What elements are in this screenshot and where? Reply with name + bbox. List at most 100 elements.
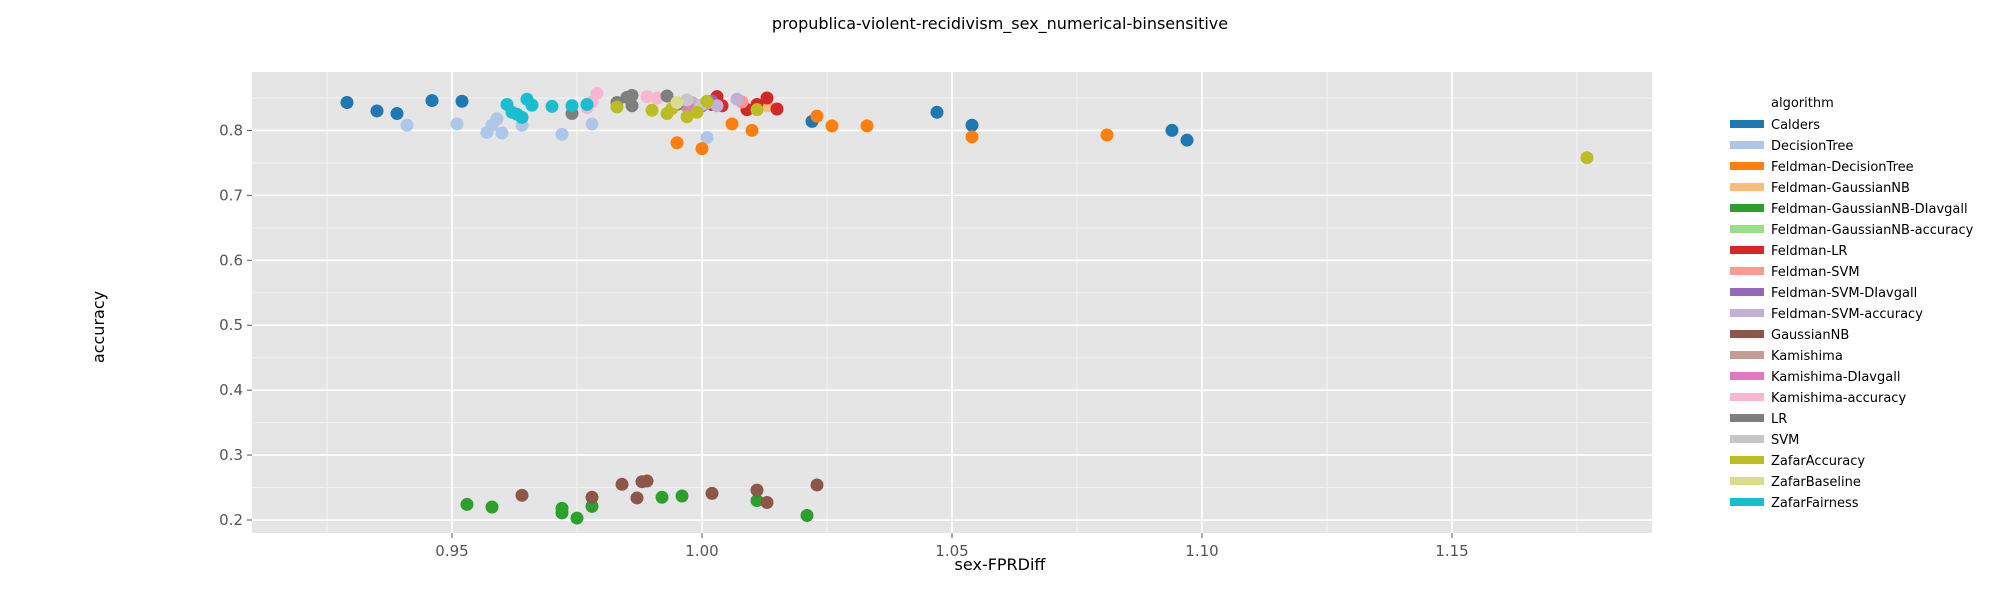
data-point xyxy=(730,92,744,106)
legend-item: Feldman-SVM-DIavgall xyxy=(1730,286,1917,301)
legend: algorithm Calders DecisionTree Feldman-Dec… xyxy=(1730,96,1974,511)
legend-label: GaussianNB xyxy=(1771,328,1849,343)
legend-label: SVM xyxy=(1771,433,1799,448)
series-group xyxy=(515,474,824,509)
legend-swatch xyxy=(1730,477,1764,485)
legend-swatch xyxy=(1730,330,1764,338)
data-point xyxy=(760,91,774,105)
data-point xyxy=(585,499,599,513)
y-tick-label: 0.6 xyxy=(219,251,243,269)
legend-swatch xyxy=(1730,372,1764,380)
legend-label: Feldman-DecisionTree xyxy=(1771,160,1914,175)
legend-label: Feldman-GaussianNB-accuracy xyxy=(1771,223,1974,238)
data-point xyxy=(565,99,579,113)
data-point xyxy=(625,88,639,102)
series-group xyxy=(340,94,1194,147)
series-group xyxy=(400,112,714,145)
data-point xyxy=(645,103,659,117)
data-point xyxy=(615,477,629,491)
data-point xyxy=(700,131,714,145)
legend-label: Feldman-GaussianNB xyxy=(1771,181,1910,196)
data-point xyxy=(390,107,404,121)
data-point xyxy=(450,117,464,131)
data-point xyxy=(750,483,764,497)
data-point xyxy=(555,506,569,520)
data-point xyxy=(680,93,694,107)
data-point xyxy=(455,94,469,108)
data-point xyxy=(705,486,719,500)
series-group xyxy=(460,489,814,525)
legend-swatch xyxy=(1730,120,1764,128)
data-point xyxy=(610,100,624,114)
legend-swatch xyxy=(1730,309,1764,317)
legend-item: Kamishima xyxy=(1730,349,1843,364)
y-tick-label: 0.7 xyxy=(219,186,243,204)
data-point xyxy=(1165,123,1179,137)
legend-label: ZafarFairness xyxy=(1771,496,1859,511)
legend-swatch xyxy=(1730,393,1764,401)
x-axis-title: sex-FPRDiff xyxy=(955,555,1047,574)
data-point xyxy=(625,99,639,113)
data-point xyxy=(965,118,979,132)
data-point xyxy=(660,89,674,103)
series-group xyxy=(500,92,594,124)
y-tick-label: 0.4 xyxy=(219,381,243,399)
legend-item: Feldman-SVM xyxy=(1730,265,1860,280)
legend-item: Feldman-LR xyxy=(1730,244,1847,259)
y-tick-label: 0.5 xyxy=(219,316,243,334)
data-point xyxy=(655,490,669,504)
legend-label: ZafarAccuracy xyxy=(1771,454,1865,469)
series-group xyxy=(670,96,684,110)
legend-item: DecisionTree xyxy=(1730,139,1853,154)
data-point xyxy=(930,105,944,119)
data-point xyxy=(810,478,824,492)
legend-item: Kamishima-DIavgall xyxy=(1730,370,1900,385)
legend-swatch xyxy=(1730,204,1764,212)
legend-swatch xyxy=(1730,414,1764,422)
data-point xyxy=(460,497,474,511)
data-point xyxy=(545,99,559,113)
y-axis-ticks: 0.2 0.3 0.4 0.5 0.6 0.7 0.8 xyxy=(219,121,252,529)
data-point xyxy=(485,500,499,514)
data-point xyxy=(495,126,509,140)
x-tick-label: 1.10 xyxy=(1185,542,1218,560)
data-point xyxy=(590,86,604,100)
legend-swatch xyxy=(1730,183,1764,191)
data-point xyxy=(340,96,354,110)
legend-label: LR xyxy=(1771,412,1787,427)
data-point xyxy=(515,488,529,502)
legend-label: DecisionTree xyxy=(1771,139,1853,154)
legend-swatch xyxy=(1730,141,1764,149)
data-point xyxy=(670,136,684,150)
data-point xyxy=(745,123,759,137)
legend-label: Kamishima-DIavgall xyxy=(1771,370,1900,385)
series-group xyxy=(685,92,744,113)
legend-item: Feldman-DecisionTree xyxy=(1730,160,1914,175)
data-points xyxy=(340,86,1594,525)
legend-swatch xyxy=(1730,162,1764,170)
legend-item: Feldman-GaussianNB-accuracy xyxy=(1730,223,1974,238)
data-point xyxy=(425,94,439,108)
data-point xyxy=(825,119,839,133)
legend-item: Feldman-GaussianNB-DIavgall xyxy=(1730,202,1968,217)
legend-item: ZafarFairness xyxy=(1730,496,1859,511)
data-point xyxy=(515,110,529,124)
data-point xyxy=(585,117,599,131)
legend-swatch xyxy=(1730,246,1764,254)
legend-item: Feldman-GaussianNB xyxy=(1730,181,1910,196)
data-point xyxy=(1580,151,1594,165)
x-tick-label: 1.00 xyxy=(685,542,718,560)
data-point xyxy=(800,508,814,522)
data-point xyxy=(810,109,824,123)
legend-item: GaussianNB xyxy=(1730,328,1849,343)
x-axis-ticks: 0.95 1.00 1.05 1.10 1.15 xyxy=(435,533,1469,560)
data-point xyxy=(370,104,384,118)
x-tick-label: 0.95 xyxy=(435,542,468,560)
data-point xyxy=(675,489,689,503)
legend-item: Calders xyxy=(1730,118,1820,133)
legend-item: ZafarBaseline xyxy=(1730,475,1861,490)
data-point xyxy=(630,491,644,505)
series-group xyxy=(670,109,1114,156)
